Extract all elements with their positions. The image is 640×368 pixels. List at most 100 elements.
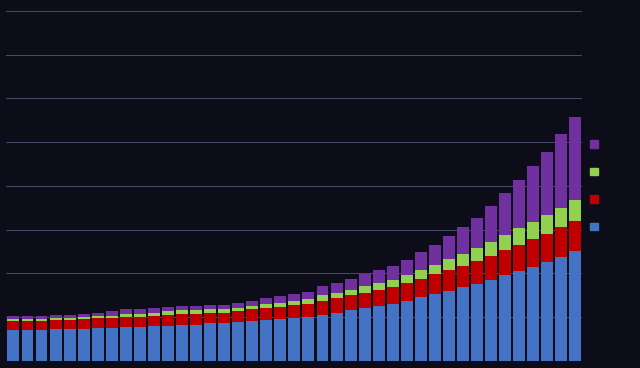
Bar [387,266,399,280]
Bar [331,293,342,298]
Bar [317,315,328,361]
Bar [148,316,160,326]
Bar [63,320,76,329]
Bar [570,200,581,221]
Bar [120,309,132,314]
Bar [218,309,230,312]
Bar [471,248,483,261]
Bar [162,311,174,315]
Bar [499,235,511,250]
Bar [303,300,314,304]
Bar [485,205,497,241]
Bar [556,134,567,208]
Bar [92,318,104,328]
Bar [527,239,540,267]
Bar [162,315,174,326]
Bar [275,296,286,303]
Bar [429,265,441,274]
Bar [204,323,216,361]
Bar [190,310,202,314]
Bar [289,318,300,361]
Bar [471,261,483,284]
Bar [485,256,497,280]
Bar [303,292,314,300]
Bar [317,301,328,315]
Bar [541,234,553,262]
Bar [176,306,188,310]
Bar [429,294,441,361]
Bar [570,117,581,200]
Bar [415,279,427,297]
Bar [63,318,76,320]
Bar [275,307,286,319]
Bar [148,326,160,361]
Bar [36,321,47,330]
Bar [106,328,118,361]
Bar [317,286,328,295]
Bar [415,270,427,279]
Bar [148,308,160,312]
Bar [162,326,174,361]
Bar [541,215,553,234]
Bar [372,283,385,290]
Bar [443,291,455,361]
Bar [77,319,90,329]
Bar [8,330,19,361]
Bar [415,252,427,270]
Bar [232,322,244,361]
Bar [275,319,286,361]
Bar [50,315,61,318]
Bar [218,312,230,323]
Bar [260,320,272,361]
Bar [176,310,188,314]
Bar [246,309,258,321]
Bar [134,314,146,317]
Bar [457,266,469,287]
Bar [387,287,399,304]
Bar [8,316,19,319]
Bar [556,257,567,361]
Bar [344,310,356,361]
Bar [358,286,371,293]
Legend: , , , : , , , [588,138,608,234]
Bar [260,298,272,304]
Bar [513,229,525,245]
Bar [401,301,413,361]
Bar [190,325,202,361]
Bar [289,305,300,318]
Bar [415,297,427,361]
Bar [499,275,511,361]
Bar [204,305,216,309]
Bar [387,280,399,287]
Bar [260,304,272,308]
Bar [232,303,244,308]
Bar [331,283,342,293]
Bar [120,314,132,317]
Bar [162,307,174,311]
Bar [485,241,497,256]
Bar [22,330,33,361]
Bar [556,208,567,227]
Bar [63,315,76,318]
Bar [358,293,371,308]
Bar [246,306,258,309]
Bar [317,295,328,301]
Bar [513,180,525,229]
Bar [36,319,47,321]
Bar [499,250,511,275]
Bar [401,275,413,283]
Bar [527,267,540,361]
Bar [443,236,455,259]
Bar [92,328,104,361]
Bar [50,320,61,329]
Bar [331,312,342,361]
Bar [541,262,553,361]
Bar [77,317,90,319]
Bar [443,259,455,270]
Bar [570,251,581,361]
Bar [218,323,230,361]
Bar [471,284,483,361]
Bar [176,314,188,325]
Bar [176,325,188,361]
Bar [457,287,469,361]
